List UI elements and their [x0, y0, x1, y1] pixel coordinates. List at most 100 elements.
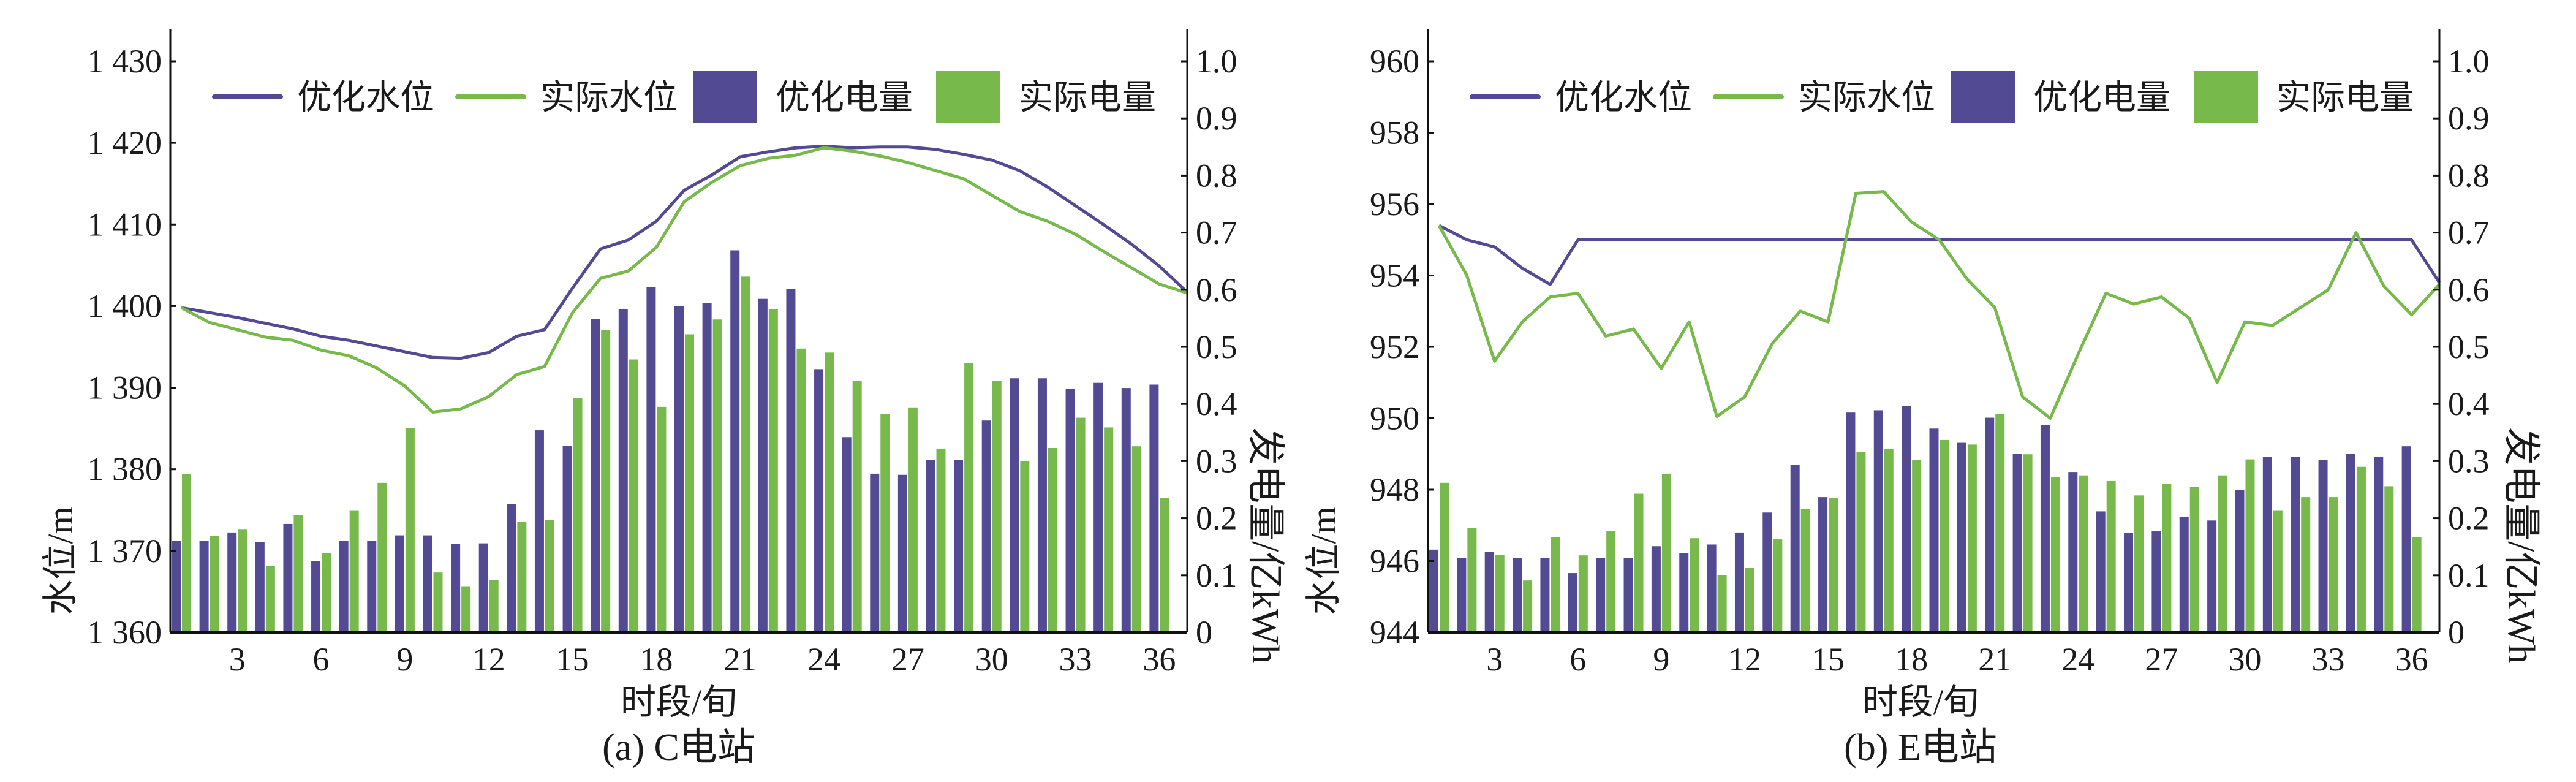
- y-right-tick-label: 0.9: [1196, 100, 1237, 137]
- actual-energy-bar: [2189, 487, 2199, 632]
- actual-energy-bar: [1020, 461, 1030, 632]
- legend-optimized-energy-swatch: [1951, 71, 2015, 123]
- x-tick-label: 15: [1811, 641, 1845, 678]
- optimized-energy-bar: [1037, 378, 1047, 632]
- optimized-energy-bar: [255, 542, 265, 632]
- y-left-tick-label: 1 390: [88, 370, 162, 406]
- y-right-tick-label: 1.0: [1196, 43, 1237, 80]
- actual-energy-bar: [685, 334, 694, 632]
- actual-energy-bar: [1104, 427, 1114, 632]
- actual-energy-bar: [1800, 509, 1810, 632]
- optimized-energy-bar: [1873, 410, 1883, 632]
- actual-energy-bar: [2134, 495, 2144, 632]
- actual-energy-bar: [2301, 497, 2311, 632]
- optimized-energy-bar: [2096, 511, 2106, 632]
- x-tick-label: 3: [1486, 641, 1503, 678]
- optimized-energy-bar: [172, 541, 181, 632]
- chart-c-station: (a) C电站 时段/旬 水位/m 发电量/亿kWh 1 360 1 370 1 3…: [40, 29, 1286, 769]
- optimized-energy-bar: [1790, 464, 1800, 632]
- y-right-tick-label: 0: [2448, 614, 2465, 651]
- optimized-energy-bar: [451, 544, 461, 632]
- optimized-energy-bar: [2012, 454, 2022, 632]
- actual-energy-bar: [1160, 498, 1169, 632]
- legend-label: 实际电量: [1019, 79, 1156, 117]
- optimized-energy-bar: [2318, 460, 2328, 632]
- x-tick-label: 6: [1569, 641, 1586, 678]
- x-tick-label: 9: [396, 641, 413, 678]
- optimized-energy-bar: [2179, 517, 2189, 632]
- actual-energy-bar: [880, 414, 890, 632]
- x-tick-label: 33: [1059, 641, 1092, 678]
- actual-energy-bar: [265, 565, 275, 632]
- x-tick-label: 6: [313, 641, 330, 678]
- optimized-energy-bar: [730, 250, 740, 632]
- y-left-tick-label: 1 370: [88, 533, 162, 569]
- optimized-energy-bar: [674, 306, 684, 632]
- actual-energy-bar: [601, 330, 611, 632]
- optimized-energy-bar: [562, 446, 572, 632]
- optimized-energy-bar: [1596, 558, 1606, 632]
- actual-level-line: [1437, 190, 2441, 420]
- optimized-energy-bar: [1121, 388, 1131, 632]
- x-tick-label: 18: [1895, 641, 1928, 678]
- optimized-energy-bar: [227, 532, 237, 632]
- legend-actual-energy-swatch: [2194, 71, 2258, 123]
- y-left-tick-label: 954: [1370, 257, 1419, 294]
- actual-energy-bar: [1131, 446, 1141, 632]
- optimized-energy-bar: [199, 541, 209, 632]
- optimized-energy-bar: [618, 309, 628, 632]
- optimized-energy-bar: [2235, 490, 2245, 632]
- optimized-energy-bar: [2068, 472, 2078, 632]
- y-left-tick-label: 948: [1370, 471, 1419, 508]
- actual-energy-bar: [1440, 482, 1449, 632]
- optimized-energy-bar: [1484, 552, 1494, 632]
- optimized-energy-bar: [2040, 425, 2050, 632]
- actual-energy-bar: [2162, 484, 2172, 632]
- y-left-tick-label: 1 430: [88, 43, 162, 80]
- optimized-energy-bar: [591, 319, 600, 632]
- optimized-level-line: [1438, 224, 2441, 286]
- optimized-energy-bar: [395, 535, 404, 632]
- optimized-energy-bar: [814, 369, 824, 632]
- actual-energy-bar: [712, 319, 722, 632]
- actual-energy-bar: [908, 407, 918, 632]
- actual-energy-bar: [489, 580, 499, 632]
- optimized-energy-bar: [1762, 512, 1772, 632]
- optimized-energy-bar: [1929, 428, 1939, 632]
- optimized-energy-bar: [702, 303, 712, 633]
- actual-energy-bar: [2273, 510, 2283, 632]
- actual-energy-bar: [377, 482, 387, 632]
- actual-energy-bar: [349, 510, 359, 632]
- actual-energy-bar: [1856, 452, 1866, 632]
- chart-caption: (a) C电站: [602, 727, 755, 769]
- legend-optimized-energy-swatch: [693, 71, 757, 123]
- optimized-energy-bar: [1540, 558, 1550, 632]
- optimized-energy-bar: [1065, 389, 1075, 632]
- actual-energy-bar: [1048, 447, 1057, 632]
- y-right-tick-label: 0.6: [1196, 271, 1237, 308]
- actual-energy-bar: [433, 572, 443, 632]
- x-tick-label: 36: [2395, 641, 2428, 678]
- optimized-energy-bar: [507, 504, 516, 632]
- actual-energy-bar: [1829, 498, 1838, 632]
- optimized-energy-bar: [534, 430, 544, 632]
- y-left-tick-label: 946: [1370, 543, 1419, 580]
- x-axis-label: 时段/旬: [621, 682, 737, 722]
- actual-energy-bar: [2023, 454, 2033, 632]
- y-left-tick-label: 960: [1370, 43, 1419, 80]
- optimized-energy-bar: [1734, 532, 1744, 632]
- actual-energy-bar: [1495, 555, 1505, 632]
- y-right-tick-label: 0.8: [2448, 157, 2490, 194]
- optimized-energy-bar: [1707, 544, 1717, 632]
- actual-energy-bar: [210, 536, 219, 632]
- x-axis-label: 时段/旬: [1862, 682, 1979, 722]
- actual-energy-bar: [2412, 537, 2422, 632]
- x-tick-label: 24: [807, 641, 840, 678]
- chart-caption: (b) E电站: [1844, 727, 1997, 769]
- optimized-energy-bar: [646, 287, 656, 632]
- optimized-energy-bar: [1513, 558, 1522, 632]
- optimized-energy-bar: [870, 473, 880, 632]
- y-right-tick-label: 0.5: [2448, 328, 2490, 365]
- actual-energy-bar: [1884, 449, 1894, 632]
